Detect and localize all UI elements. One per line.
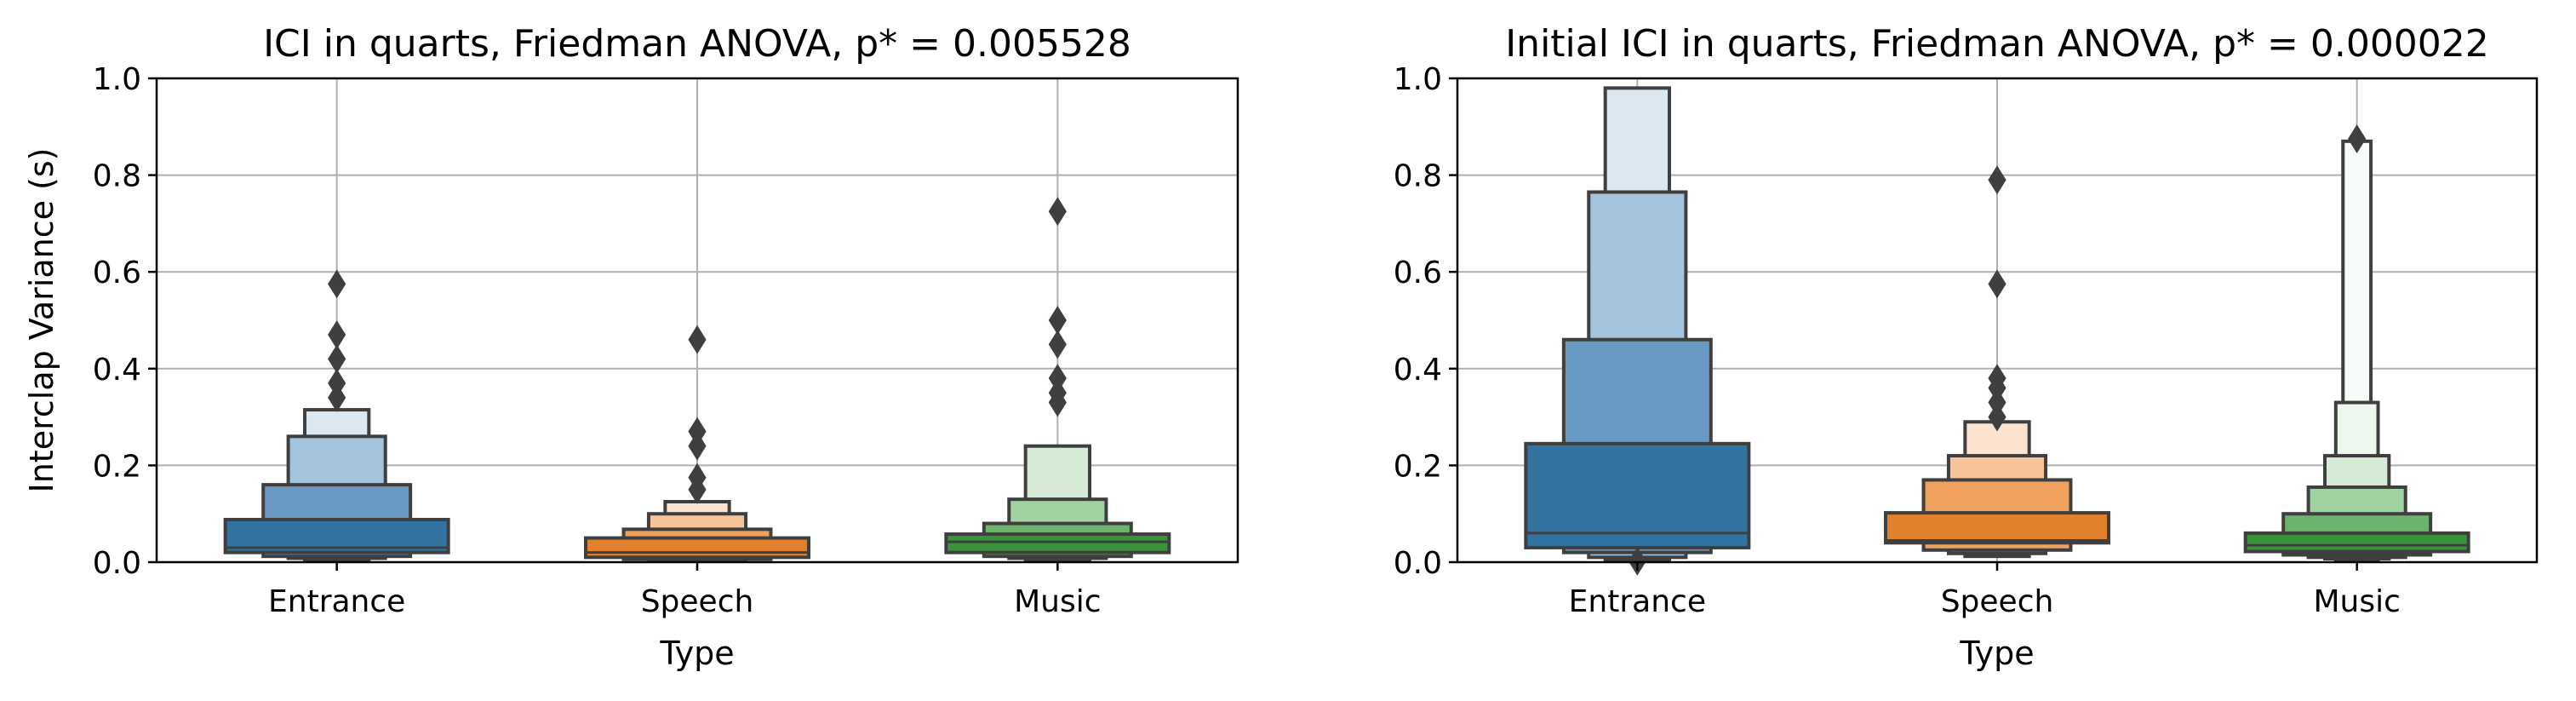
outlier-music (1048, 197, 1067, 227)
x-axis-label: Type (659, 635, 734, 672)
x-tick-label-entrance: Entrance (1569, 584, 1706, 619)
y-tick-label: 0.0 (93, 546, 141, 581)
x-tick-label-speech: Speech (1941, 584, 2054, 619)
series-speech (1884, 165, 2110, 559)
chart-title: ICI in quarts, Friedman ANOVA, p* = 0.00… (263, 22, 1131, 66)
y-tick-label: 0.6 (93, 256, 141, 290)
outlier-entrance (328, 368, 346, 398)
series-entrance (223, 269, 450, 562)
box-entrance-level-1 (1524, 441, 1751, 549)
outlier-speech (1988, 388, 2006, 417)
series-speech (584, 325, 810, 563)
y-tick-label: 0.4 (1394, 353, 1442, 388)
outlier-music (1048, 378, 1067, 408)
outlier-music (1048, 330, 1067, 359)
outlier-entrance (328, 344, 346, 374)
series-music (2243, 124, 2470, 563)
x-tick-label-music: Music (2313, 584, 2400, 619)
box-music-level-1 (944, 532, 1171, 554)
y-axis: 0.0 0.2 0.4 0.6 0.8 1.0 (1394, 62, 1457, 581)
y-tick-label: 0.6 (1394, 256, 1442, 290)
x-axis: Entrance Speech Music (268, 562, 1102, 619)
outlier-speech (1988, 402, 2006, 432)
outlier-speech (688, 463, 707, 492)
outlier-music (2348, 124, 2367, 153)
box-music-level-1 (2243, 531, 2470, 554)
x-tick-label-entrance: Entrance (268, 584, 405, 619)
x-axis-label: Type (1959, 635, 2034, 672)
outlier-speech (688, 431, 707, 461)
x-tick-label-speech: Speech (641, 584, 754, 619)
outlier-speech (1988, 165, 2006, 195)
outlier-entrance (328, 269, 346, 299)
outlier-speech (1988, 269, 2006, 299)
y-tick-label: 0.0 (1394, 546, 1442, 581)
outlier-speech (688, 325, 707, 354)
outlier-speech (1988, 364, 2006, 394)
box-speech-level-1 (1884, 511, 2110, 545)
chart-panel-2: 0.0 0.2 0.4 0.6 0.8 1.0 Entrance Speech Music Typ… (1394, 22, 2539, 672)
chart-panel-1: 0.0 0.2 0.4 0.6 0.8 1.0 Entrance Speech Music Typ… (23, 22, 1239, 672)
x-axis: Entrance Speech Music (1569, 562, 2401, 619)
y-tick-label: 0.8 (1394, 159, 1442, 194)
y-tick-label: 0.8 (93, 159, 141, 194)
outlier-music (1048, 364, 1067, 394)
outlier-entrance (328, 320, 346, 349)
panels: 0.0 0.2 0.4 0.6 0.8 1.0 Entrance Speech Music Typ… (23, 22, 2539, 672)
y-tick-label: 0.2 (1394, 449, 1442, 484)
outlier-entrance (328, 382, 346, 412)
y-tick-label: 1.0 (93, 62, 141, 97)
outlier-speech (688, 417, 707, 446)
y-tick-label: 0.2 (93, 449, 141, 484)
box-speech-level-1 (584, 536, 810, 560)
chart-title: Initial ICI in quarts, Friedman ANOVA, p… (1505, 22, 2489, 66)
series-music (944, 197, 1171, 562)
y-tick-label: 1.0 (1394, 62, 1442, 97)
y-axis-label: Interclap Variance (s) (23, 148, 60, 493)
y-tick-label: 0.4 (93, 353, 141, 388)
y-axis: 0.0 0.2 0.4 0.6 0.8 1.0 (93, 62, 157, 581)
x-tick-label-music: Music (1014, 584, 1101, 619)
outlier-music (1048, 306, 1067, 335)
series-entrance (1524, 86, 1751, 576)
